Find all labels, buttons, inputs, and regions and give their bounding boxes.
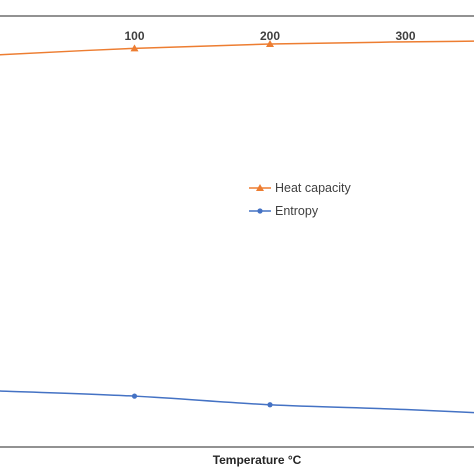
- series-point-heat-capacity-100: [130, 44, 139, 52]
- x-axis-title: Temperature °C: [213, 453, 302, 467]
- legend-label-entropy: Entropy: [275, 204, 319, 218]
- series-point-entropy-200: [267, 402, 273, 408]
- legend-marker-entropy: [257, 208, 263, 214]
- legend-label-heat-capacity: Heat capacity: [275, 181, 351, 195]
- series-point-heat-capacity-200: [266, 40, 274, 48]
- series-point-entropy-100: [131, 393, 138, 399]
- legend-entry-heat-capacity: Heat capacity: [249, 181, 351, 195]
- legend-entry-entropy: Entropy: [249, 204, 319, 218]
- series-layer: [0, 40, 474, 414]
- legend: Heat capacity Entropy: [249, 181, 351, 218]
- x-tick-label-200: 200: [260, 29, 280, 43]
- legend-marker-heat-capacity: [256, 184, 264, 191]
- x-tick-label-300: 300: [395, 29, 415, 43]
- plot-area-border: [0, 15, 474, 448]
- x-tick-labels: 100200300400: [124, 29, 415, 43]
- x-tick-label-100: 100: [124, 29, 144, 43]
- series-line-entropy: [0, 390, 474, 414]
